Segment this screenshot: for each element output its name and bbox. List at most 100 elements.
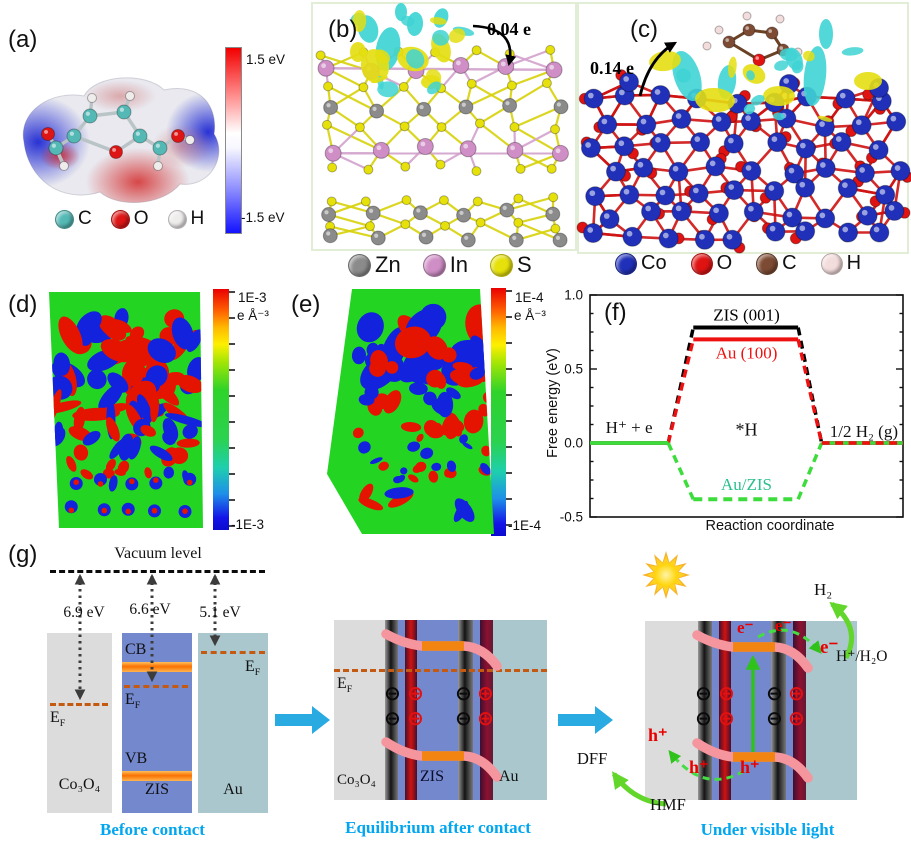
esp-colorbar [225, 47, 242, 234]
stripe-6 [473, 620, 480, 800]
atom-ball-icon [422, 253, 446, 277]
stripe-2 [398, 620, 405, 800]
legend-symbol: Zn [375, 252, 401, 277]
flow-arrow-2 [558, 706, 613, 734]
charge-transfer-arrow-b [472, 24, 517, 67]
atom-ball-icon [348, 253, 371, 277]
ef-line-au [201, 651, 265, 654]
cb-label: CB [125, 641, 147, 658]
au-material-label: Au [223, 781, 243, 798]
stripe-1 [698, 621, 712, 800]
caption-before-contact: Before contact [100, 820, 205, 839]
vacuum-level-label: Vacuum level [114, 545, 202, 562]
crystal-structure-zis [315, 44, 569, 248]
charge-transfer-c: 0.14 e [590, 58, 634, 78]
hole-label: h⁺ [740, 757, 760, 777]
atom-ball-icon [756, 252, 779, 275]
atom-ball-icon [110, 209, 130, 229]
svg-text:0.5: 0.5 [564, 362, 583, 377]
legend-symbol: O [716, 252, 733, 274]
caption-equilibrium: Equilibrium after contact [345, 818, 531, 837]
stripe-6 [786, 621, 793, 800]
zis-vb-band [122, 771, 192, 781]
legend-c: Co O C H [615, 252, 861, 275]
charge-transfer-arrow-c [638, 41, 678, 97]
ef-label-equilibrium: EF [337, 675, 353, 696]
electron-label: e⁻ [775, 616, 792, 635]
legend-item-S: S [490, 252, 532, 278]
h2-evolution-arrow [829, 601, 855, 660]
cdd-blobs [49, 308, 203, 519]
cdd-d-max: 1E-3 [238, 290, 267, 305]
electron-charge-icon: ⊖ [455, 706, 472, 730]
cdd-map-d [49, 292, 203, 528]
electron-charge-icon: ⊖ [695, 706, 712, 730]
legend-symbol: C [78, 208, 92, 229]
cdd-d-min: -1E-3 [231, 517, 265, 532]
band-diagram-art [74, 551, 855, 807]
svg-text:-0.5: -0.5 [560, 510, 583, 525]
hole-charge-icon: ⊕ [477, 681, 494, 705]
electron-label: e⁻ [737, 618, 754, 637]
ef-label-au: EF [245, 658, 261, 679]
legend-item-Zn: Zn [348, 252, 401, 278]
svg-text:0.0: 0.0 [564, 436, 583, 451]
panel-c-label: (c) [630, 16, 658, 43]
ef-label-zis: EF [125, 691, 141, 712]
svg-text:1/2 H₂ (g): 1/2 H₂ (g) [830, 422, 898, 441]
hole-charge-icon: ⊕ [788, 706, 805, 730]
electron-charge-icon: ⊖ [384, 681, 401, 705]
vacuum-level-line [50, 570, 265, 573]
au-label-mid: Au [499, 768, 519, 785]
flow-arrow-1 [275, 706, 330, 734]
stripe-2 [712, 621, 719, 800]
cdd-e-max: 1E-4 [515, 290, 544, 305]
hmf-oxidation-arrow [611, 771, 667, 807]
legend-item-H: H [167, 208, 205, 230]
panel-a-label: (a) [8, 26, 38, 53]
hole-charge-icon: ⊕ [477, 706, 494, 730]
ef-label-co3o4: EF [50, 709, 66, 730]
legend-item-O: O [690, 252, 733, 275]
ef-line-co3o4 [50, 703, 108, 706]
svg-text:Au/ZIS: Au/ZIS [721, 475, 772, 494]
electron-charge-icon: ⊖ [384, 706, 401, 730]
cdd-map-e [327, 289, 494, 534]
atom-ball-icon [167, 209, 187, 229]
work-function-co3o4: 6.9 eV [63, 604, 105, 621]
crystal-structure-co3o4 [576, 69, 911, 254]
esp-surface [22, 77, 220, 203]
zis-structure-art [315, 3, 569, 248]
dff-label: DFF [577, 749, 608, 768]
panel-d-label: (d) [8, 291, 38, 318]
legend-symbol: H [190, 208, 205, 229]
esp-colorbar-min: -1.5 eV [241, 210, 285, 225]
legend-item-C: C [55, 208, 92, 230]
cdd-d-unit: e Å⁻³ [237, 308, 269, 323]
legend-symbol: C [782, 252, 797, 274]
heterojunction-box-equilibrium [334, 620, 547, 800]
legend-symbol: In [449, 252, 469, 277]
legend-symbol: H [846, 252, 862, 274]
panel-b-label: (b) [328, 16, 358, 43]
free-energy-chart: 1.0 0.5 0.0 -0.5 ZIS (001) Au (100) Au/ZIS H⁺ +… [560, 288, 904, 525]
electron-charge-icon: ⊖ [766, 706, 783, 730]
hole-charge-icon: ⊕ [718, 706, 735, 730]
hole-charge-icon: ⊕ [788, 681, 805, 705]
caption-under-light: Under visible light [700, 820, 835, 839]
stripe-0 [645, 621, 698, 800]
co3o4-label-mid: Co₃O₄ [337, 772, 376, 788]
legend-symbol: Co [641, 252, 667, 274]
atom-ball-icon [820, 252, 843, 275]
electron-charge-icon: ⊖ [766, 681, 783, 705]
atom-ball-icon [55, 209, 74, 229]
cdd-colorbar-e [491, 288, 512, 536]
charge-density-blobs-b [350, 3, 475, 98]
panel-e-label: (e) [291, 291, 321, 318]
atom-ball-icon [690, 252, 713, 275]
hole-label: h⁺ [689, 757, 709, 777]
charge-transfer-b: 0.04 e [487, 19, 531, 39]
esp-molecule-art [22, 77, 220, 203]
legend-item-In: In [422, 252, 469, 278]
